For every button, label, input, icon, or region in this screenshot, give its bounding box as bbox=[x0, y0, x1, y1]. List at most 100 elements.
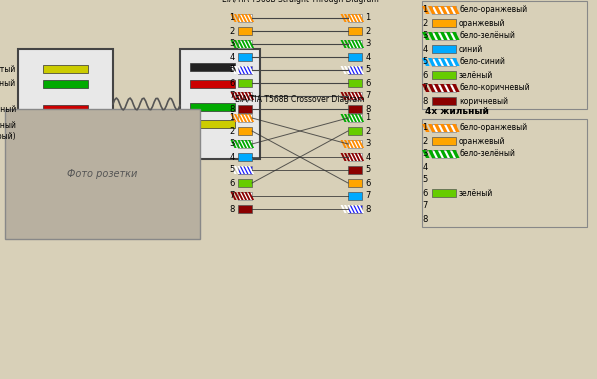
Bar bbox=[190, 63, 235, 71]
Polygon shape bbox=[422, 124, 430, 132]
Bar bbox=[43, 80, 88, 88]
Bar bbox=[348, 79, 362, 87]
Polygon shape bbox=[234, 14, 240, 22]
Text: 4: 4 bbox=[229, 53, 235, 61]
Polygon shape bbox=[238, 66, 244, 74]
Bar bbox=[348, 66, 362, 74]
Polygon shape bbox=[234, 40, 240, 48]
Polygon shape bbox=[344, 14, 350, 22]
Polygon shape bbox=[248, 92, 254, 100]
Polygon shape bbox=[347, 153, 353, 161]
Polygon shape bbox=[245, 192, 251, 200]
Polygon shape bbox=[434, 32, 442, 40]
Polygon shape bbox=[248, 14, 254, 22]
Text: 3: 3 bbox=[365, 139, 371, 149]
Polygon shape bbox=[358, 140, 364, 148]
Bar bbox=[238, 92, 252, 100]
Polygon shape bbox=[344, 114, 350, 122]
Bar bbox=[432, 32, 456, 40]
Text: 5: 5 bbox=[365, 166, 371, 174]
Text: 8: 8 bbox=[422, 97, 427, 105]
Text: бело-оранжевый: бело-оранжевый bbox=[459, 6, 527, 14]
Text: 4х жильный: 4х жильный bbox=[425, 107, 489, 116]
Polygon shape bbox=[422, 84, 430, 92]
Polygon shape bbox=[245, 140, 251, 148]
Polygon shape bbox=[245, 14, 251, 22]
Polygon shape bbox=[230, 166, 236, 174]
Polygon shape bbox=[351, 153, 357, 161]
Polygon shape bbox=[452, 124, 460, 132]
Text: 2: 2 bbox=[365, 127, 371, 136]
Bar bbox=[432, 58, 456, 66]
Polygon shape bbox=[230, 92, 236, 100]
Polygon shape bbox=[347, 66, 353, 74]
Text: синий: синий bbox=[459, 44, 483, 53]
Bar bbox=[432, 97, 456, 105]
Text: 3: 3 bbox=[422, 31, 427, 41]
Bar bbox=[432, 19, 456, 27]
Polygon shape bbox=[340, 40, 347, 48]
Polygon shape bbox=[344, 140, 350, 148]
Text: 8: 8 bbox=[229, 205, 235, 213]
Polygon shape bbox=[234, 166, 240, 174]
Text: 3: 3 bbox=[365, 39, 371, 49]
Text: 7: 7 bbox=[422, 83, 427, 92]
Bar bbox=[18, 49, 113, 159]
Polygon shape bbox=[340, 14, 347, 22]
Bar bbox=[432, 84, 456, 92]
Polygon shape bbox=[241, 40, 247, 48]
Bar bbox=[238, 53, 252, 61]
Polygon shape bbox=[230, 114, 236, 122]
Polygon shape bbox=[347, 14, 353, 22]
Text: 1: 1 bbox=[422, 6, 427, 14]
Text: 2: 2 bbox=[229, 127, 235, 136]
Polygon shape bbox=[422, 6, 430, 14]
Text: бело-оранжевый: бело-оранжевый bbox=[459, 124, 527, 133]
Bar bbox=[238, 140, 252, 148]
Text: 7: 7 bbox=[365, 191, 371, 200]
Text: EIA/TIA T568B Straight Through Diagram: EIA/TIA T568B Straight Through Diagram bbox=[221, 0, 378, 4]
Text: зелёный: зелёный bbox=[459, 188, 493, 197]
Polygon shape bbox=[440, 84, 448, 92]
Polygon shape bbox=[422, 58, 430, 66]
Bar bbox=[43, 105, 88, 113]
Text: зелёный: зелёный bbox=[459, 70, 493, 80]
Text: 4: 4 bbox=[365, 152, 371, 161]
Polygon shape bbox=[351, 66, 357, 74]
Polygon shape bbox=[440, 6, 448, 14]
Text: 6: 6 bbox=[422, 70, 427, 80]
Bar bbox=[348, 205, 362, 213]
Polygon shape bbox=[355, 140, 361, 148]
Polygon shape bbox=[340, 153, 347, 161]
Polygon shape bbox=[434, 150, 442, 158]
Polygon shape bbox=[340, 66, 347, 74]
Bar bbox=[422, 119, 587, 227]
Polygon shape bbox=[351, 14, 357, 22]
Bar bbox=[348, 127, 362, 135]
Bar bbox=[348, 140, 362, 148]
Polygon shape bbox=[440, 150, 448, 158]
Polygon shape bbox=[241, 14, 247, 22]
Bar bbox=[348, 166, 362, 174]
Bar bbox=[5, 109, 200, 239]
Text: Красный: Красный bbox=[0, 105, 16, 113]
Bar bbox=[180, 49, 260, 159]
Text: 1: 1 bbox=[229, 113, 235, 122]
Polygon shape bbox=[440, 58, 448, 66]
Text: Черный
(серый): Черный (серый) bbox=[0, 121, 16, 141]
Polygon shape bbox=[347, 40, 353, 48]
Text: бело-зелёный: бело-зелёный bbox=[459, 31, 515, 41]
Polygon shape bbox=[238, 114, 244, 122]
Polygon shape bbox=[434, 124, 442, 132]
Polygon shape bbox=[245, 92, 251, 100]
Polygon shape bbox=[347, 92, 353, 100]
Bar bbox=[432, 137, 456, 145]
Text: 2: 2 bbox=[422, 136, 427, 146]
Polygon shape bbox=[358, 14, 364, 22]
Polygon shape bbox=[347, 140, 353, 148]
Polygon shape bbox=[422, 32, 430, 40]
Polygon shape bbox=[351, 40, 357, 48]
Polygon shape bbox=[355, 66, 361, 74]
Text: 5: 5 bbox=[229, 166, 235, 174]
Text: 6: 6 bbox=[365, 78, 371, 88]
